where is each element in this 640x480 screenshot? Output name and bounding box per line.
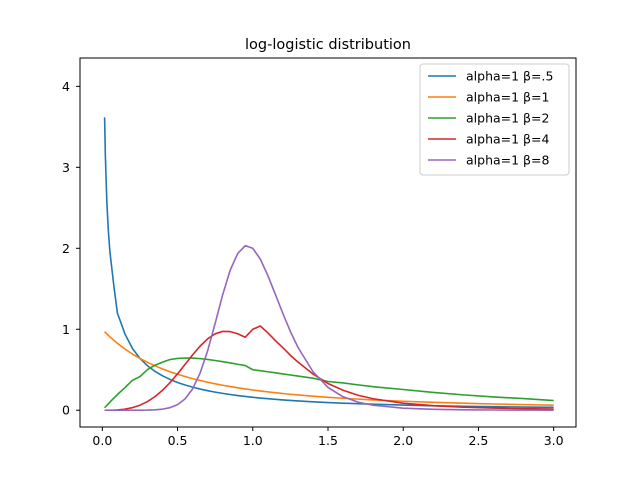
series-line-2	[104, 331, 554, 406]
series-line-4	[104, 325, 554, 412]
x-tick-label: 2.5	[468, 433, 488, 448]
y-tick-label: 3	[62, 160, 70, 175]
legend-label: alpha=1 β=8	[466, 153, 550, 168]
x-tick-label: 0.0	[92, 433, 112, 448]
x-tick-label: 0.5	[168, 433, 188, 448]
y-tick-label: 0	[62, 403, 70, 418]
y-axis: 0 1 2 3 4	[62, 79, 80, 418]
chart-title: log-logistic distribution	[245, 37, 411, 53]
series-line-1	[103, 117, 554, 409]
x-tick-label: 1.5	[318, 433, 338, 448]
legend: alpha=1 β=.5 alpha=1 β=1 alpha=1 β=2 alpha=…	[419, 63, 570, 176]
x-tick-label: 3.0	[544, 433, 564, 448]
legend-box	[419, 63, 570, 176]
legend-label: alpha=1 β=4	[466, 132, 550, 147]
legend-label: alpha=1 β=.5	[466, 69, 553, 84]
x-tick-label: 1.0	[243, 433, 263, 448]
x-tick-label: 2.0	[393, 433, 413, 448]
y-tick-label: 1	[62, 322, 70, 337]
series-line-5	[104, 244, 554, 412]
legend-label: alpha=1 β=1	[466, 90, 549, 105]
plot-lines	[103, 117, 554, 412]
x-axis: 0.0 0.5 1.0 1.5 2.0 2.5 3.0	[92, 427, 564, 448]
plot-frame	[79, 57, 577, 428]
y-tick-label: 2	[62, 241, 70, 256]
y-tick-label: 4	[62, 79, 70, 94]
legend-label: alpha=1 β=2	[466, 111, 549, 126]
series-line-3	[104, 357, 554, 409]
